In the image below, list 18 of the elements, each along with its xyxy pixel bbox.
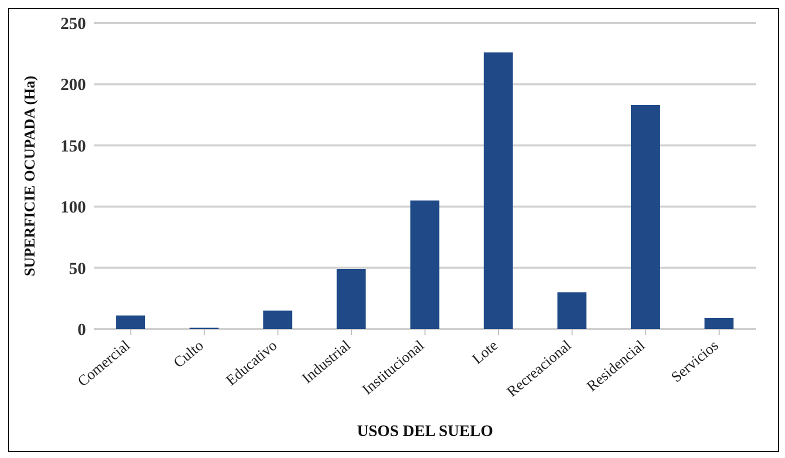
bar	[630, 105, 660, 329]
bar	[484, 52, 513, 329]
bar	[410, 200, 440, 329]
x-tick-label: Lote	[470, 338, 502, 368]
y-tick-label: 100	[60, 198, 86, 217]
y-axis-title: SUPERFICIE OCUPADA (Ha)	[22, 76, 38, 276]
y-tick-label: 150	[60, 136, 86, 156]
y-tick-label: 250	[60, 14, 86, 34]
bar	[263, 310, 292, 329]
bar	[557, 292, 586, 329]
y-tick-label: 50	[69, 258, 86, 278]
bar	[704, 318, 734, 329]
y-tick-label: 0	[78, 320, 86, 340]
bar	[116, 316, 146, 329]
bar	[336, 269, 366, 329]
x-tick-label: Culto	[171, 338, 207, 372]
y-tick-label: 200	[60, 75, 86, 94]
x-axis-title: USOS DEL SUELO	[356, 423, 494, 440]
